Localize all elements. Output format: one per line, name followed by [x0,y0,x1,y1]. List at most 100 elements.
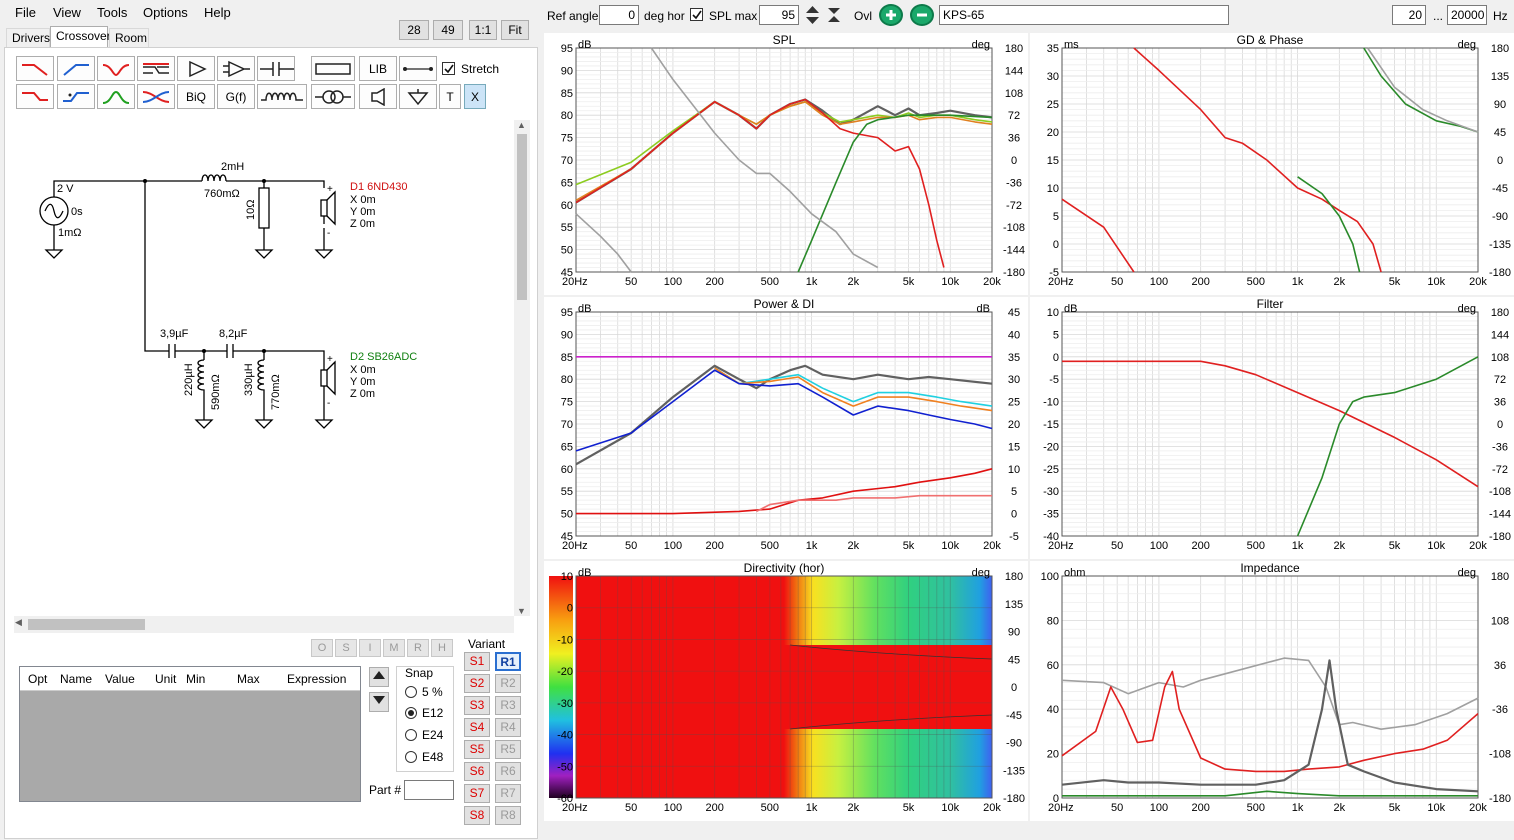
delay-tool[interactable] [137,56,175,81]
variant-s5-button[interactable]: S5 [464,740,490,759]
tab-crossover[interactable]: Crossover [50,26,111,48]
transfer-function-tool[interactable]: G(f) [217,84,255,109]
variant-s1-button[interactable]: S1 [464,652,490,671]
biquad-tool[interactable]: BiQ [177,84,215,109]
project-name-field[interactable]: KPS-65 [939,5,1229,25]
transformer-tool[interactable] [311,84,355,109]
col-opt[interactable]: Opt [28,672,48,686]
variant-r5-button[interactable]: R5 [495,740,521,759]
bandpass-filter-tool[interactable] [97,84,135,109]
zoom-49-button[interactable]: 49 [433,20,463,40]
ground-tool[interactable] [399,84,437,109]
capacitor-c1[interactable] [168,344,176,358]
col-value[interactable]: Value [105,672,135,686]
lowpass2-filter-tool[interactable] [16,84,54,109]
library-button[interactable]: LIB [359,56,397,81]
variant-r6-button[interactable]: R6 [495,762,521,781]
scroll-up-icon[interactable]: ▲ [517,120,526,130]
tab-room[interactable]: Room [109,28,149,47]
snap-e24-radio[interactable] [405,729,417,741]
lowpass-filter-tool[interactable] [16,56,54,81]
spl-max-spinner[interactable] [804,5,821,25]
variant-s6-button[interactable]: S6 [464,762,490,781]
h-button[interactable]: H [431,639,453,657]
schematic-vertical-scrollbar[interactable]: ▲ ▼ [514,120,530,616]
col-min[interactable]: Min [186,672,206,686]
delete-tool[interactable]: X [464,84,486,109]
driver-tool[interactable] [359,84,397,109]
variant-s8-button[interactable]: S8 [464,806,490,825]
schematic-canvas[interactable]: 2 V 0s 1mΩ 2mH 760mΩ 10Ω D1 6ND430 X 0m … [14,120,514,616]
freq-max-input[interactable]: 20000 [1447,5,1487,25]
highpass2-filter-tool[interactable] [57,84,95,109]
add-overlay-button[interactable] [879,4,903,26]
menu-options[interactable]: Options [143,5,188,20]
part-number-input[interactable] [404,780,454,800]
capacitor-tool[interactable] [257,56,295,81]
inductor-l2[interactable] [197,359,205,420]
col-name[interactable]: Name [60,672,93,686]
schematic-horizontal-scrollbar[interactable]: ◀ [14,616,514,633]
chart-directivity-hor[interactable]: Directivity (hor) dB deg 10 0 -10 -20 -30 -40 -50… [544,561,1028,821]
spl-max-step[interactable] [825,5,843,25]
driver-d1[interactable] [320,199,328,217]
col-expression[interactable]: Expression [287,672,347,686]
remove-overlay-button[interactable] [910,4,934,26]
snap-e48-radio[interactable] [405,751,417,763]
notch-filter-tool[interactable] [97,56,135,81]
menu-tools[interactable]: Tools [97,5,128,20]
chart-impedance[interactable]: Impedance ohm deg 100 80 60 40 20 0 180 108 36 -36 -1… [1030,561,1514,821]
inductor-l1[interactable] [201,174,227,182]
variant-s3-button[interactable]: S3 [464,696,490,715]
parameter-grid[interactable]: Opt Name Value Unit Min Max Expression [19,666,361,802]
variant-s2-button[interactable]: S2 [464,674,490,693]
zoom-fit-button[interactable]: Fit [501,20,529,40]
variant-r3-button[interactable]: R3 [495,696,521,715]
variant-s7-button[interactable]: S7 [464,784,490,803]
zoom-1to1-button[interactable]: 1:1 [469,20,497,40]
chart-power-di[interactable]: Power & DI dB dB 95 90 85 80 75 70 65 60 55 50 45 45 40… [544,297,1028,559]
variant-r7-button[interactable]: R7 [495,784,521,803]
crossover-tool[interactable] [137,84,175,109]
variant-r1-button[interactable]: R1 [495,652,521,671]
freq-min-input[interactable]: 20 [1392,5,1426,25]
variant-r2-button[interactable]: R2 [495,674,521,693]
scroll-down-icon[interactable]: ▼ [517,606,526,616]
resistor-tool[interactable] [311,56,355,81]
chart-spl[interactable]: SPL dB deg 95 90 85 80 75 70 65 60 55 50 45 180 144 108 7… [544,33,1028,295]
spl-max-input[interactable]: 95 [759,5,799,25]
variant-r8-button[interactable]: R8 [495,806,521,825]
s-button[interactable]: S [335,639,357,657]
stretch-checkbox[interactable] [442,62,455,75]
col-max[interactable]: Max [237,672,260,686]
scroll-left-icon[interactable]: ◀ [15,617,22,627]
variant-r4-button[interactable]: R4 [495,718,521,737]
wire-tool[interactable] [399,56,437,81]
snap-e12-radio[interactable] [405,707,417,719]
menu-view[interactable]: View [53,5,81,20]
menu-help[interactable]: Help [204,5,231,20]
m-button[interactable]: M [383,639,405,657]
menu-file[interactable]: File [15,5,36,20]
spl-max-checkbox[interactable] [690,8,703,21]
resistor-r1[interactable] [258,187,270,229]
opamp-tool[interactable] [217,56,255,81]
move-down-button[interactable] [369,692,389,712]
i-button[interactable]: I [359,639,381,657]
col-unit[interactable]: Unit [155,672,177,686]
chart-gd-phase[interactable]: GD & Phase ms deg 35 30 25 20 15 10 5 0 -5 180 135 90 4… [1030,33,1514,295]
buffer-tool[interactable] [177,56,215,81]
text-tool[interactable]: T [439,84,461,109]
ref-angle-input[interactable]: 0 [599,5,639,25]
chart-filter[interactable]: Filter dB deg 10 5 0 -5 -10 -15 -20 -25 -30 -35 -40 18… [1030,297,1514,559]
capacitor-c2[interactable] [226,344,234,358]
variant-s4-button[interactable]: S4 [464,718,490,737]
tab-drivers[interactable]: Drivers [6,28,50,47]
zoom-28-button[interactable]: 28 [399,20,429,40]
hscroll-thumb[interactable] [28,619,145,630]
o-button[interactable]: O [311,639,333,657]
highpass-filter-tool[interactable] [57,56,95,81]
inductor-l3[interactable] [257,359,265,420]
driver-d2[interactable] [320,369,328,387]
move-up-button[interactable] [369,667,389,687]
